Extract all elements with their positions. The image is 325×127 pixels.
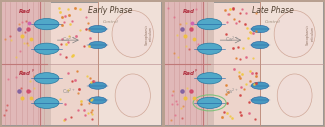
- Text: Early Phase: Early Phase: [88, 6, 133, 15]
- Bar: [260, 2, 323, 125]
- Bar: [165, 64, 323, 125]
- Ellipse shape: [198, 73, 222, 84]
- Bar: [205, 2, 214, 125]
- Bar: [2, 64, 162, 125]
- Ellipse shape: [251, 41, 269, 49]
- Text: Control: Control: [103, 20, 118, 24]
- Text: Late Phase: Late Phase: [252, 6, 293, 15]
- Text: Ca$^{2+}$: Ca$^{2+}$: [62, 34, 76, 44]
- Text: Rad: Rad: [19, 71, 31, 76]
- Ellipse shape: [34, 19, 59, 30]
- Ellipse shape: [251, 82, 269, 89]
- Text: Rad: Rad: [182, 71, 194, 76]
- Bar: [2, 2, 47, 125]
- Bar: [165, 2, 323, 125]
- Ellipse shape: [34, 43, 59, 54]
- Text: Sarcoplasmic
reticulum: Sarcoplasmic reticulum: [144, 23, 153, 45]
- Ellipse shape: [89, 82, 107, 89]
- Text: Control: Control: [265, 20, 280, 24]
- Ellipse shape: [277, 74, 312, 117]
- Ellipse shape: [34, 97, 59, 108]
- Text: Ca$^{2+}$: Ca$^{2+}$: [225, 87, 239, 96]
- Bar: [42, 2, 51, 125]
- Ellipse shape: [251, 97, 269, 104]
- Ellipse shape: [34, 73, 59, 84]
- Ellipse shape: [274, 11, 315, 57]
- Text: p: p: [194, 68, 197, 72]
- Ellipse shape: [251, 25, 269, 33]
- Ellipse shape: [115, 74, 150, 117]
- Ellipse shape: [112, 11, 153, 57]
- Text: Rad: Rad: [182, 9, 194, 14]
- Text: p: p: [31, 68, 33, 72]
- Ellipse shape: [89, 97, 107, 104]
- Text: Rad: Rad: [19, 9, 31, 14]
- Bar: [98, 2, 162, 125]
- Bar: [165, 2, 210, 125]
- Ellipse shape: [198, 19, 222, 30]
- Ellipse shape: [89, 41, 107, 49]
- Text: Ca$^{2+}$: Ca$^{2+}$: [225, 34, 239, 44]
- Text: Ca$^{2+}$: Ca$^{2+}$: [62, 87, 76, 96]
- Ellipse shape: [198, 43, 222, 54]
- Bar: [2, 2, 162, 125]
- Ellipse shape: [198, 97, 222, 108]
- Ellipse shape: [89, 25, 107, 33]
- Text: Sarcoplasmic
reticulum: Sarcoplasmic reticulum: [306, 23, 315, 45]
